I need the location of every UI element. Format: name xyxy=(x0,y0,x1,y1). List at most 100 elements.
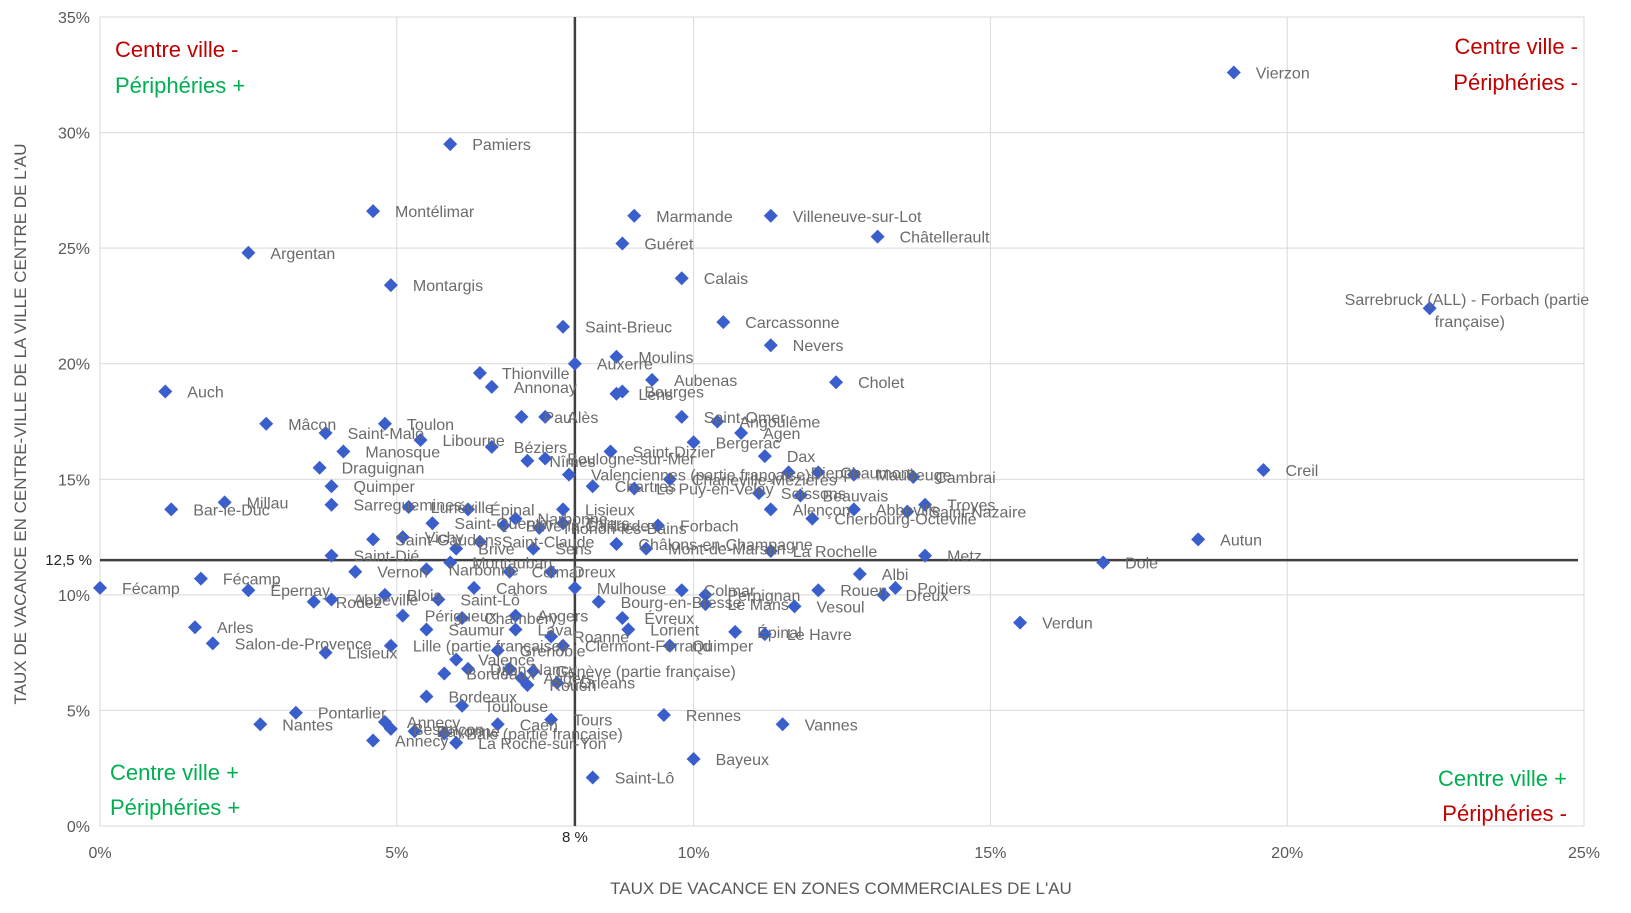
data-point xyxy=(437,726,452,741)
point-label: Chaumont xyxy=(840,465,914,482)
data-point xyxy=(484,439,499,454)
point-label: Vichy xyxy=(425,530,464,547)
point-label: Moulins xyxy=(638,350,693,367)
point-label: Lisieux xyxy=(348,646,398,663)
point-label: Beauvais xyxy=(822,488,888,505)
point-label: Vierzon xyxy=(1256,65,1310,82)
point-label: Quimper xyxy=(354,479,416,496)
x-tick-labels: 0% 5% 10% 15% 20% 25% xyxy=(88,845,1600,862)
data-point xyxy=(662,472,677,487)
point-label: Albi xyxy=(882,567,909,584)
point-label: Dole xyxy=(1125,555,1158,572)
point-label: Rennes xyxy=(686,708,741,725)
y-axis-title: TAUX DE VACANCE EN CENTRE-VILLE DE LA VI… xyxy=(11,144,30,705)
data-point xyxy=(757,627,772,642)
data-point xyxy=(662,638,677,653)
data-point xyxy=(829,375,844,390)
point-label: Narbonne xyxy=(448,562,518,579)
point-label: Cahors xyxy=(496,581,548,598)
data-point xyxy=(852,567,867,582)
point-label: Annecy xyxy=(407,715,460,732)
point-label: Agen xyxy=(763,426,800,443)
x-tick-label: 5% xyxy=(385,845,408,862)
point-label: Bergerac xyxy=(716,435,781,452)
data-point xyxy=(639,541,654,556)
y-tick-label: 30% xyxy=(58,126,90,143)
point-label: Sarreguemines xyxy=(354,498,463,515)
point-label: Cholet xyxy=(858,375,905,392)
data-point xyxy=(526,664,541,679)
point-label: Dax xyxy=(787,449,815,466)
point-label: Charleville-Mézières xyxy=(692,472,837,489)
data-point xyxy=(348,564,363,579)
y-reference-label: 12,5 % xyxy=(45,552,92,569)
point-label: Châtellerault xyxy=(900,230,990,247)
point-label: Tours xyxy=(573,713,612,730)
data-point xyxy=(520,453,535,468)
data-point xyxy=(585,770,600,785)
point-label: Saint-Omer xyxy=(704,410,786,427)
point-label: Rouen xyxy=(840,583,887,600)
point-label: Saint-Dié xyxy=(354,549,420,566)
point-label: Saint-Nazaire xyxy=(929,505,1026,522)
data-point xyxy=(686,435,701,450)
data-point xyxy=(556,516,571,531)
point-label: Caen xyxy=(520,717,558,734)
data-point xyxy=(472,534,487,549)
point-label: Forbach xyxy=(680,519,739,536)
data-point xyxy=(591,594,606,609)
data-point xyxy=(918,497,933,512)
point-label: Bayonne xyxy=(437,724,500,741)
y-tick-label: 10% xyxy=(58,588,90,605)
data-point xyxy=(763,543,778,558)
point-label: Nantes xyxy=(282,717,333,734)
data-point xyxy=(253,717,268,732)
point-labels: Vierzon Pamiers Montélimar Marmande Villeneu… xyxy=(122,65,1589,787)
y-tick-label: 0% xyxy=(67,819,90,836)
data-point xyxy=(603,444,618,459)
point-label: Saint-Malo xyxy=(348,426,425,443)
data-point xyxy=(472,365,487,380)
point-label: Thiers xyxy=(585,516,629,533)
data-point xyxy=(187,620,202,635)
data-point xyxy=(508,608,523,623)
point-label: Annonay xyxy=(514,380,577,397)
point-label: Abbeville xyxy=(876,502,941,519)
data-point xyxy=(787,599,802,614)
data-point xyxy=(496,518,511,533)
data-point xyxy=(288,705,303,720)
data-point xyxy=(846,467,861,482)
point-label: Pamiers xyxy=(472,137,531,154)
data-point xyxy=(449,735,464,750)
point-label: Saint-Lô xyxy=(460,592,520,609)
point-label: Toulouse xyxy=(484,699,548,716)
data-point xyxy=(674,583,689,598)
data-point xyxy=(306,594,321,609)
point-label: Narbonne xyxy=(538,512,608,529)
data-point xyxy=(425,516,440,531)
y-tick-label: 35% xyxy=(58,10,90,27)
data-point xyxy=(419,689,434,704)
x-tick-label: 20% xyxy=(1271,845,1303,862)
point-label: Châlons-en-Champagne xyxy=(638,537,812,554)
point-label: Alès xyxy=(567,410,598,427)
data-point xyxy=(484,379,499,394)
data-point xyxy=(318,645,333,660)
point-label: Épinal xyxy=(757,623,801,642)
data-point xyxy=(793,488,808,503)
data-point xyxy=(455,698,470,713)
point-label: Bourges xyxy=(644,384,704,401)
point-label: Montargis xyxy=(413,278,483,295)
data-point xyxy=(609,537,624,552)
point-label: Grenoble xyxy=(520,643,586,660)
data-point xyxy=(526,541,541,556)
data-point xyxy=(609,349,624,364)
data-point xyxy=(413,432,428,447)
point-label: Rouen xyxy=(549,678,596,695)
point-label: Épinal xyxy=(490,500,534,519)
point-label: Brive xyxy=(478,542,515,559)
data-point xyxy=(1256,463,1271,478)
data-point xyxy=(1191,532,1206,547)
data-point xyxy=(674,271,689,286)
point-label: Orléans xyxy=(579,676,635,693)
